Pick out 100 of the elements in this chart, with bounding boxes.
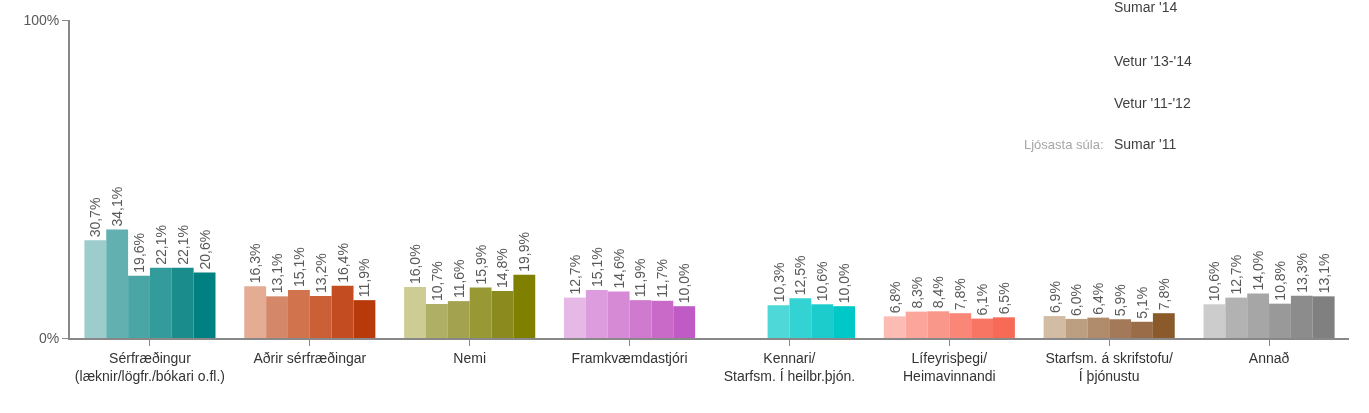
bar (949, 313, 972, 338)
bar (767, 305, 790, 338)
bar (927, 311, 950, 338)
data-label: 13,1% (1315, 253, 1332, 294)
bar (971, 318, 994, 338)
data-label: 8,3% (908, 276, 925, 309)
x-tick-label: Nemi (453, 349, 487, 366)
data-label: 10,7% (428, 261, 445, 301)
data-label: 13,1% (269, 253, 286, 294)
bar (1043, 316, 1066, 338)
bar (171, 267, 194, 338)
data-label: 15,1% (290, 247, 307, 287)
data-label: 6,4% (1090, 282, 1107, 315)
data-label: 6,9% (1046, 281, 1063, 314)
data-label: 10,6% (814, 261, 831, 302)
bar (425, 303, 448, 338)
bar (1087, 317, 1110, 338)
data-label: 8,4% (930, 276, 947, 309)
data-label: 10,8% (1271, 260, 1288, 301)
data-label: 30,7% (87, 197, 104, 238)
data-label: 14,0% (1250, 250, 1267, 291)
bar (469, 287, 492, 338)
data-label: 16,3% (247, 243, 264, 284)
data-label: 22,1% (174, 225, 191, 265)
bar (629, 300, 652, 338)
data-label: 13,2% (312, 253, 329, 294)
bar (193, 272, 216, 338)
y-tick-label: 100% (23, 11, 60, 28)
data-label: 10,3% (770, 262, 787, 303)
data-label: 12,5% (792, 255, 809, 296)
data-label: 20,6% (196, 229, 213, 270)
data-label: 6,0% (1068, 284, 1085, 316)
bar (1065, 318, 1088, 338)
bar (106, 229, 129, 338)
annotation: Ljósasta súla: (1024, 137, 1104, 152)
bar (1269, 303, 1291, 338)
bar (447, 301, 470, 338)
bar (404, 287, 426, 338)
data-label: 6,1% (974, 283, 991, 316)
bar (1109, 319, 1132, 338)
data-label: 15,1% (588, 247, 605, 287)
data-label: 11,9% (632, 258, 649, 298)
data-label: 10,0% (836, 263, 853, 304)
x-tick-label: Lífeyrisþegi/ Heimavinnandi (903, 349, 996, 384)
data-label: 14,6% (610, 248, 627, 289)
bar (1203, 304, 1226, 338)
data-label: 11,7% (654, 259, 671, 298)
bar (331, 285, 354, 338)
data-label: 19,6% (131, 232, 148, 273)
bar (651, 300, 674, 338)
bar (833, 306, 855, 338)
bar (84, 240, 107, 338)
bar (564, 297, 586, 338)
bar (309, 296, 332, 338)
bar (905, 311, 928, 338)
bar (353, 300, 376, 338)
x-tick-label: Aðrir sérfræðingar (253, 349, 367, 366)
bar (266, 296, 288, 338)
data-label: 14,8% (494, 248, 511, 288)
data-label: 5,1% (1133, 286, 1150, 319)
bar (811, 304, 834, 338)
x-tick-label: Kennari/ Starfsm. Í heilbr.þjón. (723, 349, 856, 384)
data-label: 7,8% (952, 278, 969, 311)
annotation: Vetur '11-'12 (1114, 95, 1191, 111)
data-label: 34,1% (109, 186, 126, 227)
data-label: 7,8% (1155, 278, 1172, 311)
data-label: 6,8% (886, 281, 903, 314)
data-label: 10,0% (676, 263, 693, 304)
data-label: 15,9% (472, 244, 489, 285)
bar (287, 289, 310, 338)
data-label: 16,4% (334, 243, 351, 283)
bar (128, 275, 150, 338)
annotation: Sumar '11 (1114, 136, 1177, 152)
data-label: 22,1% (152, 225, 169, 265)
data-label: 12,7% (1228, 254, 1245, 295)
bar (1152, 313, 1175, 338)
data-label: 12,7% (566, 254, 583, 295)
data-label: 11,6% (450, 259, 467, 299)
data-label: 6,5% (995, 282, 1012, 315)
bar (1131, 321, 1153, 338)
bar (883, 316, 906, 338)
annotation: Vetur '13-'14 (1114, 53, 1192, 69)
x-tick-label: Sérfræðingur (læknir/lögfr./bókari o.fl.) (74, 349, 226, 384)
bar (149, 267, 172, 338)
data-label: 19,9% (516, 232, 533, 272)
x-tick-label: Framkvæmdastjóri (571, 349, 688, 366)
bar (993, 317, 1015, 338)
bar (491, 290, 514, 338)
bar (513, 274, 536, 338)
bar (244, 286, 267, 338)
data-label: 5,9% (1112, 284, 1129, 317)
data-label: 16,0% (407, 244, 424, 285)
bar (607, 291, 630, 338)
bar (789, 298, 812, 338)
data-label: 13,3% (1293, 253, 1310, 293)
bar (585, 289, 608, 338)
text: Sumar '14 (1114, 0, 1178, 15)
y-tick-label: 0% (38, 329, 60, 346)
x-tick-label: Annað (1248, 349, 1290, 366)
x-tick-label: Starfsm. á skrifstofu/ Í þjónustu (1045, 349, 1174, 384)
